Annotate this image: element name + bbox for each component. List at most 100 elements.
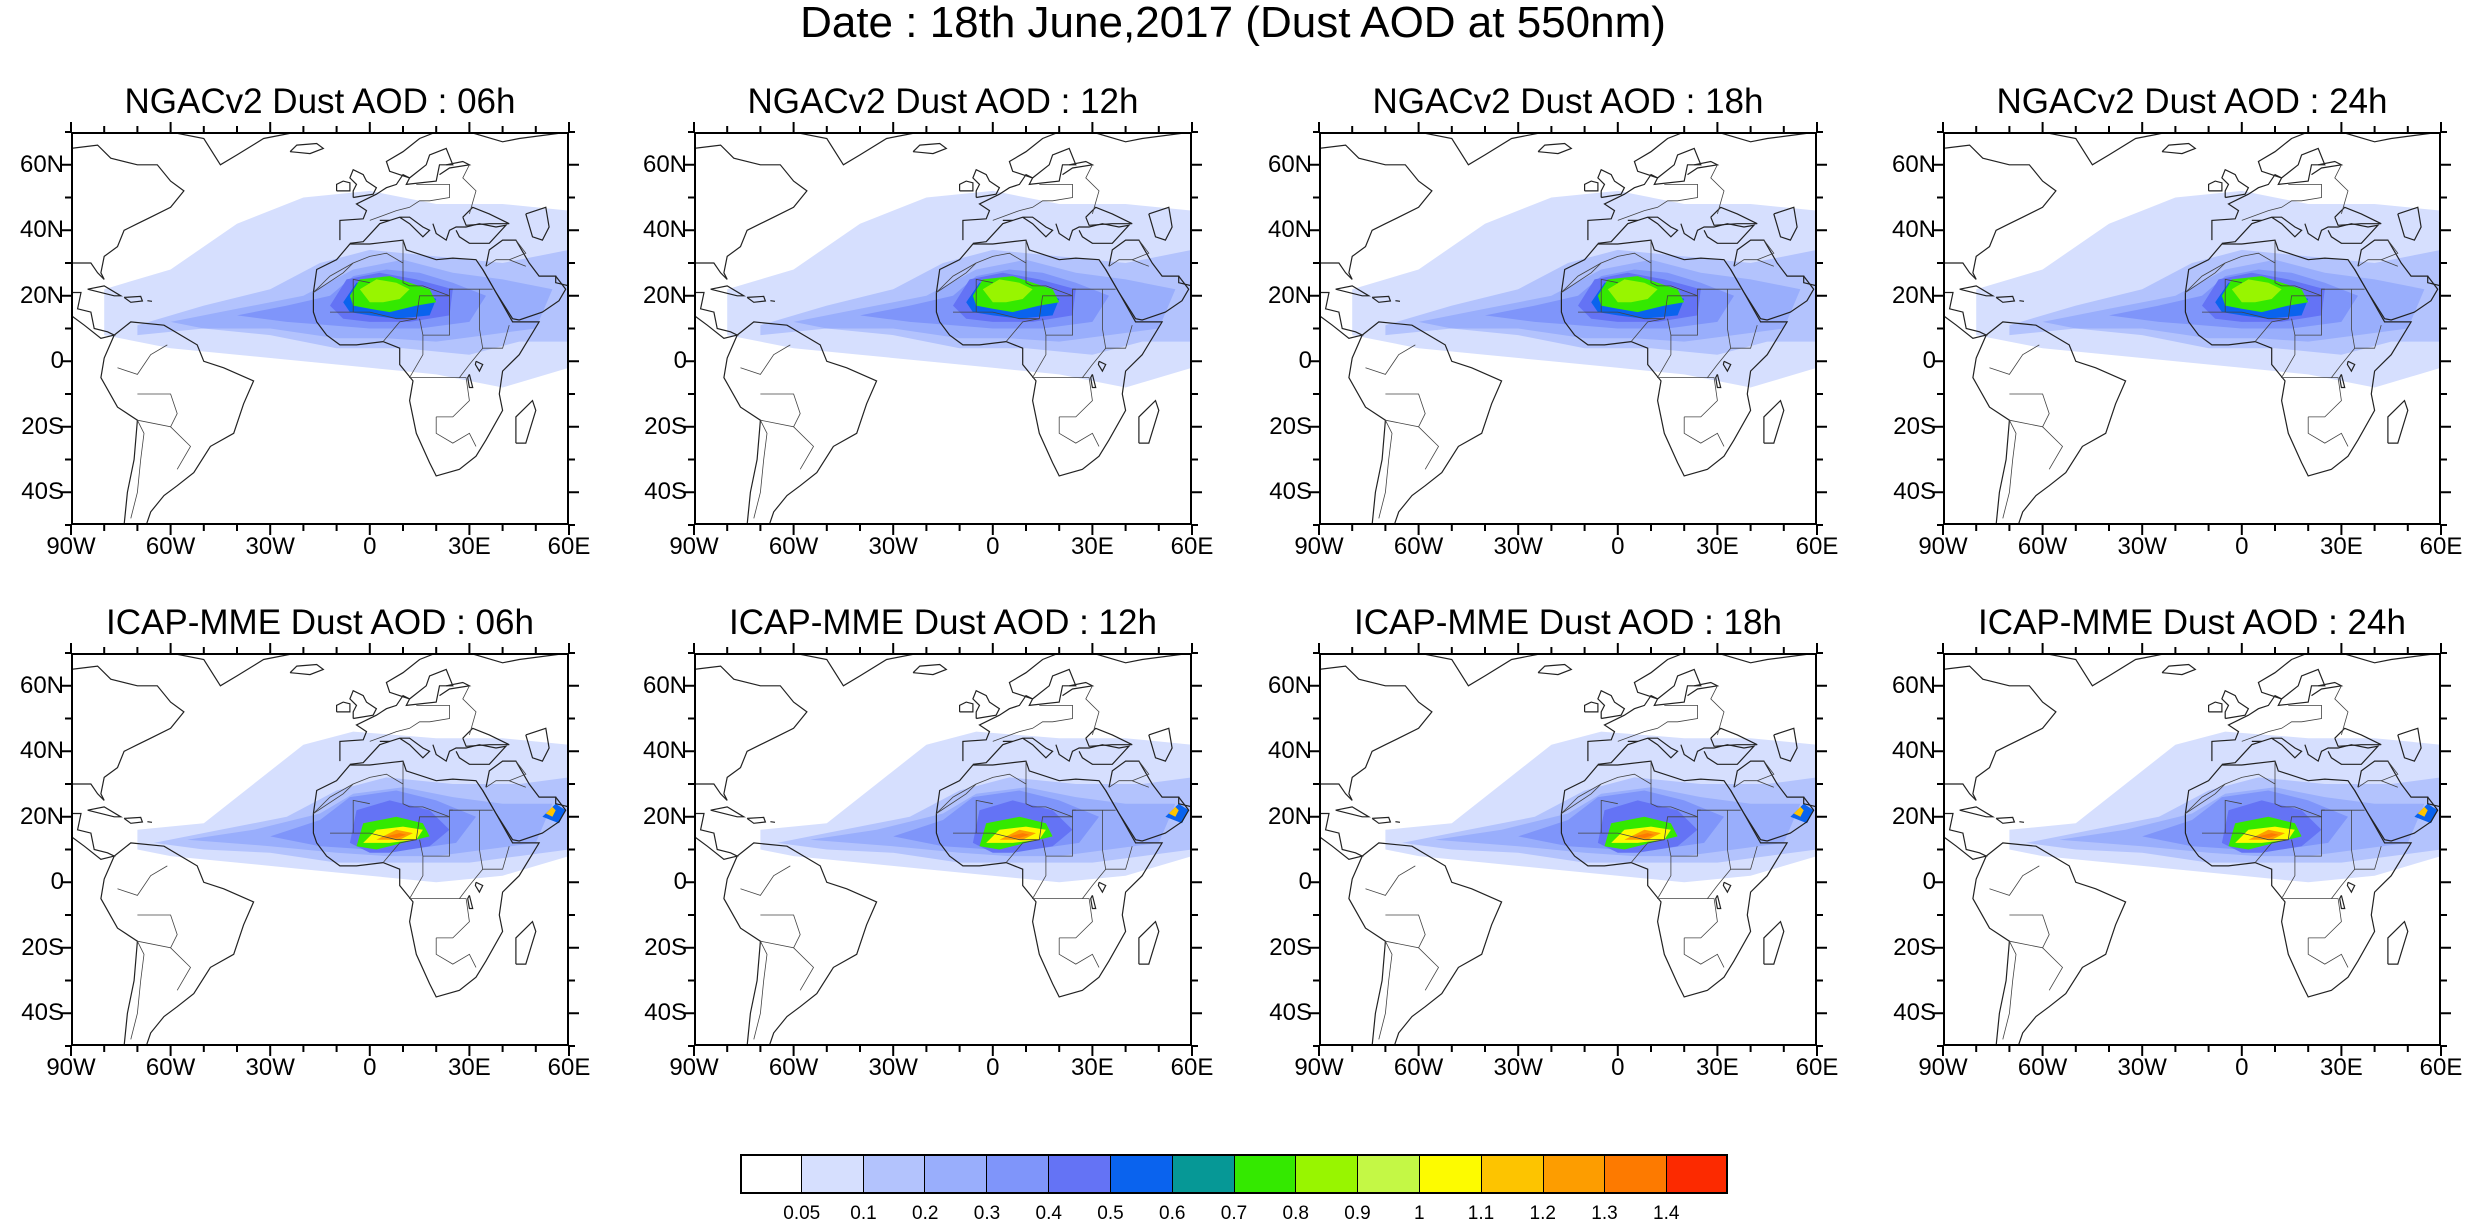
lon-tick-label: 60W bbox=[145, 533, 196, 560]
panel-title: ICAP-MME Dust AOD : 24h bbox=[1978, 603, 2406, 642]
lon-tick-label: 90W bbox=[1294, 533, 1344, 560]
map-area bbox=[694, 132, 1192, 525]
colorbar-tick-label: 0.05 bbox=[783, 1203, 821, 1224]
lon-tick-label: 90W bbox=[1294, 1054, 1344, 1081]
lat-tick-label: 0 bbox=[1922, 868, 1936, 896]
colorbar-swatch bbox=[863, 1154, 926, 1194]
lon-tick-label: 60W bbox=[2017, 1054, 2068, 1081]
colorbar-tick-label: 1 bbox=[1413, 1203, 1425, 1224]
map-frame bbox=[71, 653, 569, 1046]
map-frame bbox=[1319, 653, 1817, 1046]
colorbar-swatch bbox=[1419, 1154, 1482, 1194]
map-area bbox=[71, 653, 569, 1046]
colorbar-swatch bbox=[1605, 1154, 1668, 1194]
aod-contour bbox=[545, 806, 556, 817]
map-panel-7: ICAP-MME Dust AOD : 18h 60N 40N 20N 0 20S 40S 9… bbox=[1248, 603, 1838, 1123]
country-borders bbox=[117, 685, 527, 1040]
colorbar-swatch bbox=[1358, 1154, 1420, 1194]
lat-tick-label: 20N bbox=[642, 281, 687, 309]
lat-tick-label: 20S bbox=[21, 933, 64, 961]
country-borders bbox=[740, 164, 1150, 519]
map-panel-4: NGACv2 Dust AOD : 24h 60N 40N 20N 0 20S 40S 90W… bbox=[1872, 82, 2462, 602]
colorbar-tick-label: 1.4 bbox=[1653, 1203, 1680, 1224]
aod-contour bbox=[542, 803, 566, 824]
lat-tick-label: 40N bbox=[1891, 216, 1936, 244]
lat-tick-label: 60N bbox=[642, 150, 687, 178]
lon-tick-label: 60E bbox=[2419, 1054, 2463, 1081]
colorbar-tick-label: 0.7 bbox=[1220, 1203, 1248, 1224]
lon-tick-label: 30W bbox=[2117, 533, 2167, 560]
lon-tick-label: 30W bbox=[1493, 533, 1543, 560]
lon-tick-label: 60E bbox=[1170, 1054, 1214, 1081]
aod-contour bbox=[1165, 803, 1189, 824]
lat-tick-label: 0 bbox=[1298, 868, 1312, 896]
lat-tick-label: 20S bbox=[1893, 933, 1936, 961]
lon-tick-label: 60W bbox=[1393, 533, 1444, 560]
colorbar-swatch bbox=[801, 1154, 864, 1194]
panel-title: ICAP-MME Dust AOD : 12h bbox=[729, 603, 1157, 642]
coastlines bbox=[71, 132, 569, 525]
lon-tick-label: 30W bbox=[868, 533, 918, 560]
lon-tick-label: 30E bbox=[1696, 1054, 1739, 1081]
map-panel-5: ICAP-MME Dust AOD : 06h 60N 40N 20N 0 20S 40S 9… bbox=[0, 603, 590, 1123]
lon-tick-label: 0 bbox=[363, 1054, 377, 1081]
map-panel-6: ICAP-MME Dust AOD : 12h 60N 40N 20N 0 20S 40S 9… bbox=[623, 603, 1213, 1123]
lat-tick-label: 40S bbox=[644, 478, 687, 506]
map-frame bbox=[694, 132, 1192, 525]
lon-tick-label: 60W bbox=[145, 1054, 196, 1081]
colorbar-swatch bbox=[1234, 1154, 1297, 1194]
lat-tick-label: 20N bbox=[1891, 281, 1936, 309]
aod-contour bbox=[1790, 803, 1814, 824]
coastlines bbox=[1319, 653, 1817, 1046]
map-area bbox=[1319, 132, 1817, 525]
dust-aod-field bbox=[1352, 190, 1817, 388]
panel-title: NGACv2 Dust AOD : 24h bbox=[1996, 82, 2388, 121]
colorbar-tick-label: 0.8 bbox=[1282, 1203, 1309, 1224]
aod-contour bbox=[2258, 833, 2279, 838]
lon-tick-label: 60W bbox=[768, 533, 819, 560]
lon-tick-label: 30E bbox=[1071, 533, 1114, 560]
lat-tick-label: 20S bbox=[21, 412, 64, 440]
lat-tick-label: 40S bbox=[1269, 999, 1312, 1027]
lon-tick-label: 30E bbox=[448, 533, 491, 560]
colorbar-swatch bbox=[1110, 1154, 1173, 1194]
lat-tick-label: 60N bbox=[1267, 150, 1312, 178]
aod-contour bbox=[1168, 806, 1179, 817]
lon-tick-label: 60E bbox=[1795, 1054, 1839, 1081]
lat-tick-label: 60N bbox=[1267, 671, 1312, 699]
lat-tick-label: 40N bbox=[642, 737, 687, 765]
lat-tick-label: 0 bbox=[50, 868, 64, 896]
lat-tick-label: 20S bbox=[1269, 412, 1312, 440]
lat-tick-label: 60N bbox=[19, 671, 64, 699]
colorbar-tick-label: 0.2 bbox=[912, 1203, 939, 1224]
lat-tick-label: 60N bbox=[642, 671, 687, 699]
colorbar-tick-label: 0.1 bbox=[850, 1203, 877, 1224]
map-frame bbox=[694, 653, 1192, 1046]
lon-tick-label: 0 bbox=[1611, 1054, 1625, 1081]
lon-tick-label: 90W bbox=[1918, 1054, 1968, 1081]
lon-tick-label: 30E bbox=[1071, 1054, 1114, 1081]
lat-tick-label: 40S bbox=[21, 999, 64, 1027]
lat-tick-label: 40S bbox=[21, 478, 64, 506]
colorbar-tick-label: 0.4 bbox=[1035, 1203, 1062, 1224]
lon-tick-label: 90W bbox=[1918, 533, 1968, 560]
lat-tick-label: 20S bbox=[1269, 933, 1312, 961]
panel-title: NGACv2 Dust AOD : 18h bbox=[1372, 82, 1764, 121]
colorbar-swatch bbox=[740, 1154, 802, 1194]
lon-tick-label: 60E bbox=[547, 533, 591, 560]
country-borders bbox=[1989, 685, 2399, 1040]
aod-contour bbox=[2231, 279, 2282, 303]
map-area bbox=[1319, 653, 1817, 1046]
map-area bbox=[71, 132, 569, 525]
aod-contour bbox=[2417, 806, 2428, 817]
lon-tick-label: 60E bbox=[1795, 533, 1839, 560]
lat-tick-label: 20N bbox=[19, 281, 64, 309]
lon-tick-label: 30W bbox=[868, 1054, 918, 1081]
colorbar-swatch bbox=[1481, 1154, 1544, 1194]
lat-tick-label: 20S bbox=[1893, 412, 1936, 440]
country-borders bbox=[1365, 685, 1775, 1040]
colorbar-tick-label: 1.1 bbox=[1467, 1203, 1495, 1224]
lat-tick-label: 0 bbox=[1298, 347, 1312, 375]
colorbar-swatch bbox=[1543, 1154, 1606, 1194]
map-frame bbox=[1319, 132, 1817, 525]
